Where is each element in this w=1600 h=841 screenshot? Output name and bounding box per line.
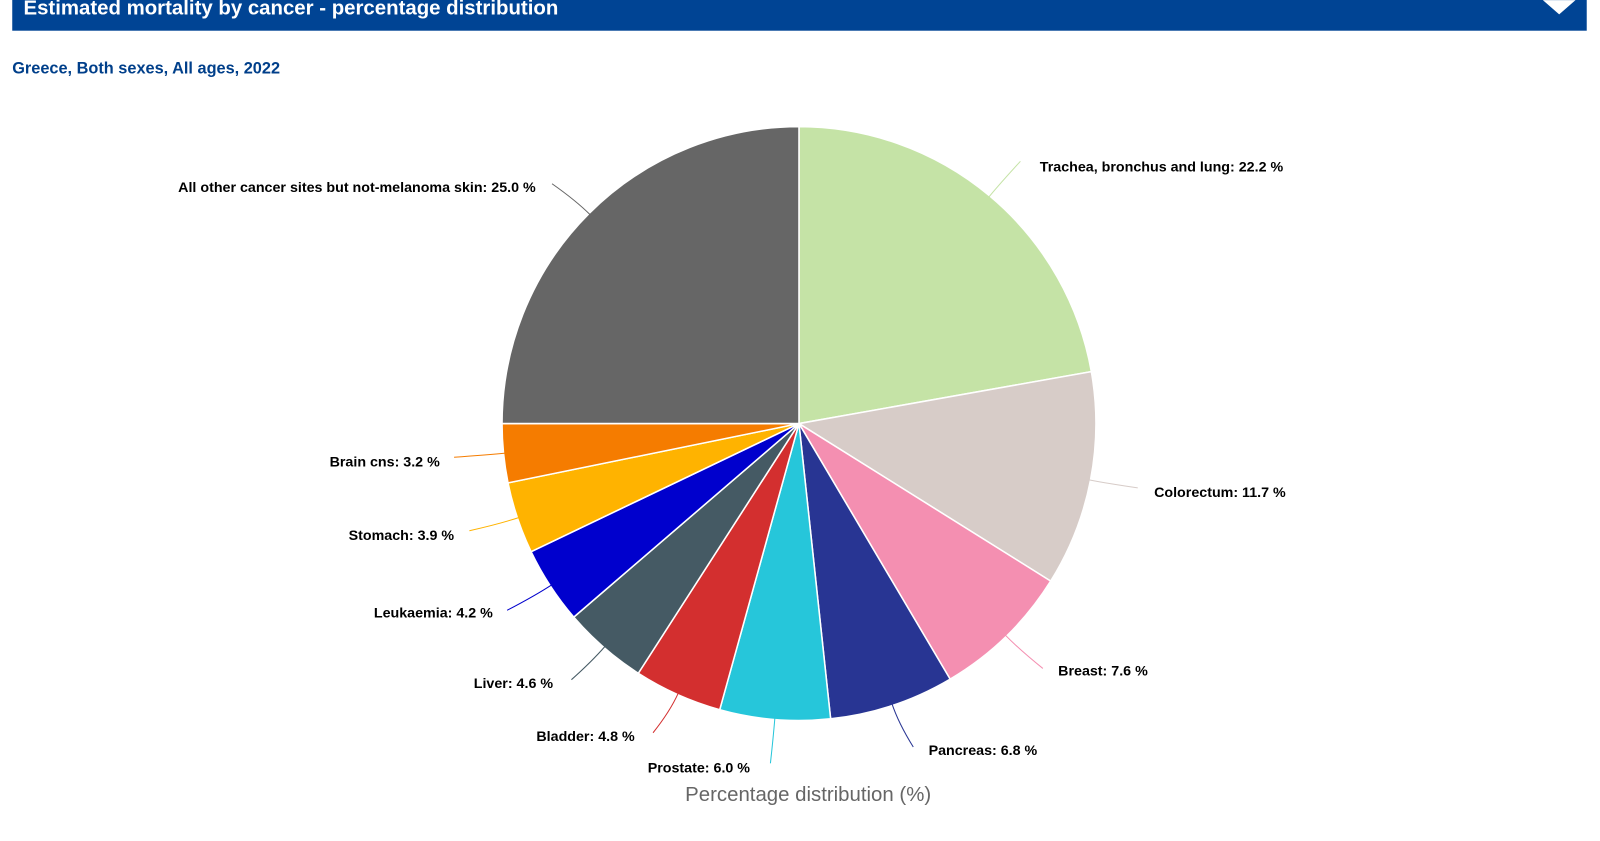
- label-connector: [987, 160, 1021, 198]
- label-connector: [469, 516, 520, 532]
- data-label: Trachea, bronchus and lung: 22.2 %: [1040, 160, 1284, 176]
- chevron-down-icon[interactable]: [1542, 0, 1576, 15]
- header-title: Estimated mortality by cancer - percenta…: [23, 0, 558, 19]
- data-label: Breast: 7.6 %: [1058, 664, 1148, 680]
- data-label: Prostate: 6.0 %: [648, 761, 751, 777]
- label-connector: [551, 183, 591, 216]
- label-connector: [454, 452, 506, 458]
- data-label: Pancreas: 6.8 %: [929, 743, 1038, 759]
- panel-header[interactable]: Estimated mortality by cancer - percenta…: [12, 0, 1587, 31]
- label-connectors: [454, 160, 1138, 764]
- pie-slice-all-other-cancer-sites-but-not-melanoma-skin[interactable]: [501, 125, 800, 425]
- data-label: Liver: 4.6 %: [474, 676, 554, 692]
- pie-slices: [501, 125, 1097, 722]
- label-connector: [1088, 479, 1138, 489]
- label-connector: [891, 703, 914, 748]
- label-connector: [571, 645, 606, 681]
- data-label: Bladder: 4.8 %: [536, 729, 635, 745]
- data-label: Brain cns: 3.2 %: [330, 454, 441, 470]
- label-connector: [769, 717, 776, 764]
- label-connector: [652, 692, 679, 734]
- data-label: Stomach: 3.9 %: [349, 528, 455, 544]
- data-label: Colorectum: 11.7 %: [1154, 485, 1286, 501]
- header-bar: [12, 0, 1587, 31]
- label-connector: [506, 584, 553, 611]
- label-connector: [1004, 634, 1044, 669]
- chart-subtitle: Greece, Both sexes, All ages, 2022: [12, 60, 280, 78]
- data-label: Leukaemia: 4.2 %: [374, 605, 493, 621]
- data-labels: Trachea, bronchus and lung: 22.2 % Colore…: [178, 160, 1286, 777]
- data-label: All other cancer sites but not-melanoma …: [178, 180, 536, 196]
- axis-title: Percentage distribution (%): [685, 784, 931, 806]
